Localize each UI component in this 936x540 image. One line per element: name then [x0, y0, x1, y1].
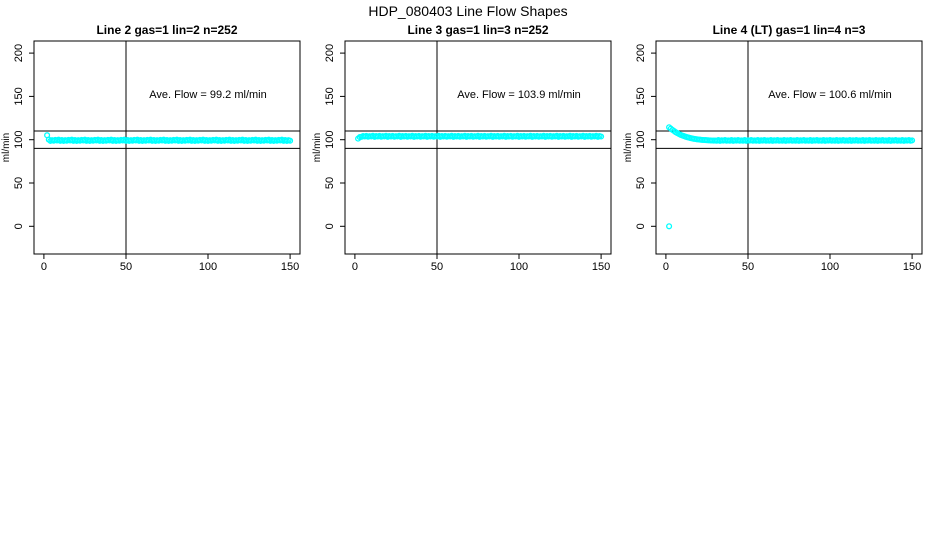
panel-3-yaxis-label: ml/min — [623, 133, 634, 162]
data-point — [909, 137, 916, 144]
panel-3-title: Line 4 (LT) gas=1 lin=4 n=3 — [712, 23, 866, 37]
y-tick-label: 150 — [324, 87, 336, 105]
y-tick-label: 50 — [13, 177, 25, 189]
panel-3-ave-flow-annotation: Ave. Flow = 100.6 ml/min — [768, 89, 892, 101]
x-tick-label: 150 — [592, 261, 610, 273]
y-tick-label: 0 — [13, 223, 25, 229]
x-tick-label: 100 — [199, 261, 217, 273]
panel-2-ave-flow-annotation: Ave. Flow = 103.9 ml/min — [457, 89, 581, 101]
y-tick-label: 200 — [13, 44, 25, 62]
y-tick-label: 150 — [635, 87, 647, 105]
y-tick-label: 0 — [635, 223, 647, 229]
panel-2-yaxis-label: ml/min — [312, 133, 323, 162]
x-tick-label: 150 — [903, 261, 921, 273]
y-tick-label: 200 — [324, 44, 336, 62]
panel-1-yaxis-label: ml/min — [1, 133, 12, 162]
data-points — [44, 132, 294, 144]
x-tick-label: 50 — [742, 261, 754, 273]
y-tick-label: 50 — [324, 177, 336, 189]
plot-box — [655, 40, 923, 255]
data-point — [287, 137, 294, 144]
x-tick-label: 150 — [281, 261, 299, 273]
panel-1-ave-flow-annotation: Ave. Flow = 99.2 ml/min — [149, 89, 267, 101]
main-title: HDP_080403 Line Flow Shapes — [368, 3, 568, 19]
x-tick-label: 0 — [663, 261, 669, 273]
data-points — [666, 124, 916, 230]
x-tick-label: 100 — [510, 261, 528, 273]
x-tick-label: 0 — [41, 261, 47, 273]
x-tick-label: 0 — [352, 261, 358, 273]
panel-plot-3: 0 50 100 150 0 50 100 150 200 — [635, 40, 923, 273]
x-tick-label: 50 — [120, 261, 132, 273]
x-tick-label: 100 — [821, 261, 839, 273]
y-tick-label: 100 — [13, 131, 25, 149]
panel-plot-1: 0 50 100 150 0 50 100 150 200 — [13, 40, 301, 273]
y-tick-label: 200 — [635, 44, 647, 62]
y-tick-label: 100 — [635, 131, 647, 149]
data-point — [666, 223, 673, 230]
panel-plot-2: 0 50 100 150 0 50 100 150 200 — [324, 40, 612, 273]
y-tick-label: 150 — [13, 87, 25, 105]
plot-box — [344, 40, 612, 255]
y-tick-label: 100 — [324, 131, 336, 149]
data-points — [355, 132, 605, 142]
panel-2-title: Line 3 gas=1 lin=3 n=252 — [407, 23, 549, 37]
y-tick-label: 50 — [635, 177, 647, 189]
plot-box — [33, 40, 301, 255]
x-tick-label: 50 — [431, 261, 443, 273]
data-point — [598, 133, 605, 140]
panel-1-title: Line 2 gas=1 lin=2 n=252 — [96, 23, 238, 37]
y-tick-label: 0 — [324, 223, 336, 229]
